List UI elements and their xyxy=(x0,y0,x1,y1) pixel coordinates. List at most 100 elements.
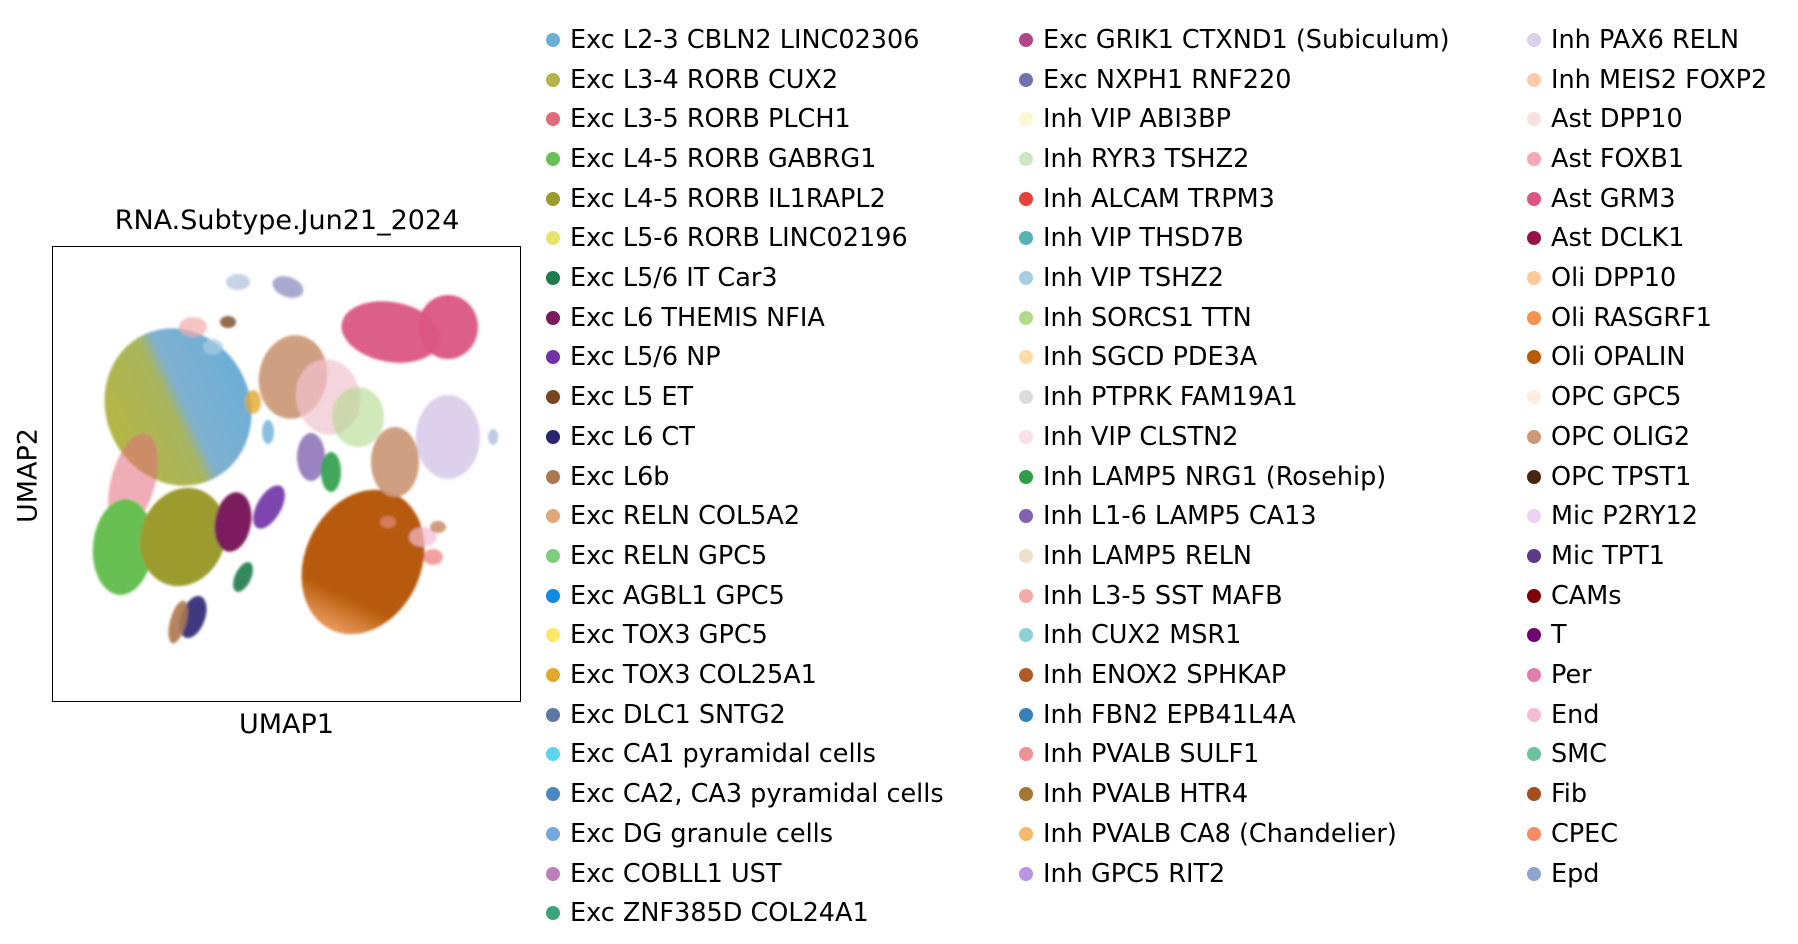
legend-label: Exc L5 ET xyxy=(570,382,694,413)
legend-label: Exc GRIK1 CTXND1 (Subiculum) xyxy=(1043,24,1450,55)
legend-label: Ast GRM3 xyxy=(1551,183,1676,214)
legend-item: OPC OLIG2 xyxy=(1521,417,1690,457)
umap-cluster xyxy=(214,492,252,552)
legend-marker xyxy=(1527,72,1541,87)
legend-label: Inh LAMP5 RELN xyxy=(1043,540,1253,571)
umap-cluster xyxy=(423,549,443,565)
legend-marker xyxy=(546,787,560,802)
legend-item: Exc L4-5 RORB GABRG1 xyxy=(540,139,876,179)
legend-marker xyxy=(1527,826,1541,841)
legend-item: Epd xyxy=(1521,854,1600,894)
legend-label: Exc L2-3 CBLN2 LINC02306 xyxy=(570,24,920,55)
legend-item: Mic P2RY12 xyxy=(1521,496,1698,536)
legend-marker xyxy=(1527,350,1541,365)
legend-marker xyxy=(546,588,560,603)
legend-label: Inh VIP CLSTN2 xyxy=(1043,421,1239,452)
legend-label: Exc NXPH1 RNF220 xyxy=(1043,64,1292,95)
legend-label: Oli RASGRF1 xyxy=(1551,302,1713,333)
umap-cluster xyxy=(371,427,419,497)
legend-label: Exc DLC1 SNTG2 xyxy=(570,699,786,730)
umap-cluster xyxy=(139,487,227,587)
legend-item: OPC GPC5 xyxy=(1521,377,1682,417)
umap-cluster xyxy=(430,521,446,533)
legend-marker xyxy=(1019,191,1033,206)
legend-item: Exc L5 ET xyxy=(540,377,693,417)
legend-label: OPC OLIG2 xyxy=(1551,421,1691,452)
legend-item: Exc DG granule cells xyxy=(540,814,833,854)
legend-marker xyxy=(546,390,560,405)
legend-item: SMC xyxy=(1521,735,1607,775)
umap-cluster xyxy=(332,387,384,447)
legend-label: Inh RYR3 TSHZ2 xyxy=(1043,143,1250,174)
legend-item: Inh LAMP5 RELN xyxy=(1013,536,1252,576)
legend-label: Exc L5/6 IT Car3 xyxy=(570,263,778,294)
legend-marker xyxy=(1527,310,1541,325)
legend-item: End xyxy=(1521,695,1599,735)
legend-marker xyxy=(546,231,560,246)
legend-marker xyxy=(1527,112,1541,127)
legend-marker xyxy=(1019,509,1033,524)
legend-item: Inh RYR3 TSHZ2 xyxy=(1013,139,1249,179)
legend-marker xyxy=(1527,390,1541,405)
legend-label: Exc DG granule cells xyxy=(570,818,834,849)
legend-marker xyxy=(546,866,560,881)
legend-item: Exc CA1 pyramidal cells xyxy=(540,735,876,775)
legend-marker xyxy=(1019,112,1033,127)
legend-label: Exc L3-5 RORB PLCH1 xyxy=(570,104,851,135)
legend-marker xyxy=(546,906,560,921)
legend-label: CAMs xyxy=(1551,580,1622,611)
legend-item: Exc L6b xyxy=(540,457,670,497)
legend-label: OPC GPC5 xyxy=(1551,382,1682,413)
legend-item: Exc AGBL1 GPC5 xyxy=(540,576,785,616)
legend-label: Inh FBN2 EPB41L4A xyxy=(1043,699,1296,730)
legend-marker xyxy=(1019,826,1033,841)
legend-label: Exc RELN GPC5 xyxy=(570,540,768,571)
legend-label: Inh PVALB CA8 (Chandelier) xyxy=(1043,818,1397,849)
legend-marker xyxy=(1019,310,1033,325)
legend-marker xyxy=(546,548,560,563)
legend-marker xyxy=(546,271,560,286)
legend: Exc L2-3 CBLN2 LINC02306 Exc L3-4 RORB CU… xyxy=(540,20,1790,940)
legend-item: Oli DPP10 xyxy=(1521,258,1676,298)
legend-item: Inh SGCD PDE3A xyxy=(1013,338,1257,378)
legend-item: Per xyxy=(1521,655,1592,695)
legend-marker xyxy=(1527,151,1541,166)
legend-label: Oli OPALIN xyxy=(1551,342,1686,373)
legend-item: Inh VIP CLSTN2 xyxy=(1013,417,1238,457)
legend-label: Inh SORCS1 TTN xyxy=(1043,302,1252,333)
legend-label: Exc L6b xyxy=(570,461,670,492)
legend-marker xyxy=(1527,469,1541,484)
legend-label: Exc RELN COL5A2 xyxy=(570,501,801,532)
legend-marker xyxy=(546,112,560,127)
legend-label: Inh ENOX2 SPHKAP xyxy=(1043,660,1287,691)
legend-marker xyxy=(1527,588,1541,603)
legend-item: Exc L2-3 CBLN2 LINC02306 xyxy=(540,20,919,60)
legend-marker xyxy=(546,628,560,643)
legend-item: Inh MEIS2 FOXP2 xyxy=(1521,60,1767,100)
legend-label: Exc L6 CT xyxy=(570,421,695,452)
legend-marker xyxy=(546,668,560,683)
legend-marker xyxy=(1019,668,1033,683)
legend-marker xyxy=(1019,271,1033,286)
umap-cluster xyxy=(226,274,250,290)
legend-label: Exc CA2, CA3 pyramidal cells xyxy=(570,779,944,810)
legend-label: Inh ALCAM TRPM3 xyxy=(1043,183,1275,214)
umap-cluster xyxy=(262,420,274,444)
legend-label: Ast DCLK1 xyxy=(1551,223,1685,254)
legend-item: Inh VIP THSD7B xyxy=(1013,219,1244,259)
y-axis-label: UMAP2 xyxy=(12,428,44,523)
umap-cluster xyxy=(416,395,480,479)
legend-marker xyxy=(1527,271,1541,286)
legend-label: Exc L6 THEMIS NFIA xyxy=(570,302,825,333)
umap-cluster xyxy=(409,527,437,547)
legend-label: T xyxy=(1551,620,1567,651)
legend-item: Inh PTPRK FAM19A1 xyxy=(1013,377,1298,417)
legend-item: CAMs xyxy=(1521,576,1622,616)
legend-marker xyxy=(1019,350,1033,365)
legend-marker xyxy=(546,707,560,722)
legend-label: Exc TOX3 COL25A1 xyxy=(570,660,817,691)
legend-label: Inh SGCD PDE3A xyxy=(1043,342,1258,373)
legend-label: Inh L3-5 SST MAFB xyxy=(1043,580,1283,611)
legend-label: Inh MEIS2 FOXP2 xyxy=(1551,64,1768,95)
legend-marker xyxy=(546,429,560,444)
